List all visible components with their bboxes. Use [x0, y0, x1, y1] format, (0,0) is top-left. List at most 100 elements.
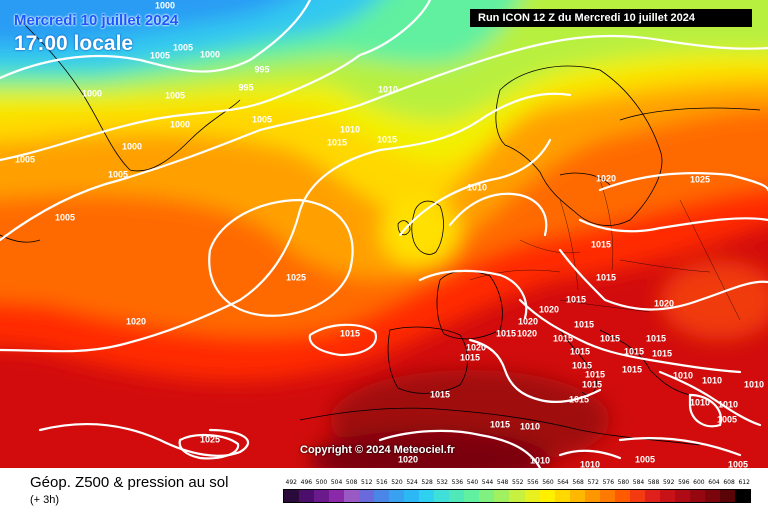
isobar-label: 995	[254, 64, 269, 74]
isobar-label: 1015	[340, 328, 360, 338]
legend-label: 540	[466, 479, 479, 486]
legend-swatch	[539, 490, 555, 502]
legend-swatch	[629, 490, 645, 502]
isobar-label: 1005	[108, 169, 128, 179]
isobar-label: 1020	[126, 316, 146, 326]
legend-swatch	[419, 490, 435, 502]
isobar-label: 1010	[520, 421, 540, 431]
map-footer: Géop. Z500 & pression au sol (+ 3h) 492 4…	[0, 468, 768, 512]
legend-label: 552	[512, 479, 524, 486]
isobar-label: 1020	[398, 454, 418, 464]
isobar-label: 1015	[430, 389, 450, 399]
isobar-label: 1015	[624, 346, 644, 356]
isobar-label: 1015	[460, 352, 480, 362]
legend-label: 560	[542, 479, 554, 486]
isobar-label: 1005	[165, 90, 185, 100]
legend-label: 528	[421, 479, 433, 486]
legend-label: 592	[662, 479, 675, 486]
legend-swatch	[464, 490, 480, 502]
legend-label: 576	[602, 479, 615, 486]
legend-swatch	[329, 490, 345, 502]
isobar-label: 1010	[378, 84, 398, 94]
isobar-label: 1010	[467, 182, 487, 192]
isobar-label: 1010	[702, 375, 722, 385]
legend-swatch	[614, 490, 630, 502]
legend-swatch	[284, 490, 300, 502]
forecast-date: Mercredi 10 juillet 2024	[14, 12, 179, 29]
legend-swatch	[344, 490, 360, 502]
legend-swatch	[599, 490, 615, 502]
legend-label: 584	[632, 479, 645, 486]
isobar-label: 1015	[569, 394, 589, 404]
legend-label: 600	[693, 479, 705, 486]
isobar-label: 1020	[518, 316, 538, 326]
legend-swatch	[509, 490, 525, 502]
isobar-label: 1005	[173, 42, 193, 52]
legend-label: 532	[436, 479, 448, 486]
isobar-label: 1015	[652, 348, 672, 358]
legend-label: 596	[678, 479, 690, 486]
isobar-label: 1020	[517, 328, 537, 338]
isobar-label: 1000	[82, 88, 102, 98]
legend-swatch	[704, 490, 720, 502]
legend-labels: 492 496 500 504 508 512 516 520 524 528 532 536 540 5…	[283, 479, 751, 489]
legend-label: 524	[406, 479, 418, 486]
isobar-label: 1020	[596, 173, 616, 183]
legend-label: 496	[300, 479, 313, 486]
isobar-label: 995	[238, 82, 253, 92]
model-run-label: Run ICON 12 Z du Mercredi 10 juillet 202…	[470, 9, 752, 27]
legend-label: 548	[496, 479, 509, 486]
isobar-label: 1025	[690, 174, 710, 184]
country-borders	[469, 179, 741, 321]
legend-swatch	[524, 490, 540, 502]
forecast-time: 17:00 locale	[14, 32, 134, 55]
isobar-label: 1015	[585, 369, 605, 379]
legend-swatch	[644, 490, 660, 502]
legend-label: 512	[361, 479, 373, 486]
legend-swatch	[554, 490, 570, 502]
legend-label: 568	[572, 479, 584, 486]
isobar-label: 1015	[327, 137, 347, 147]
isobar-label: 1015	[622, 364, 642, 374]
legend-label: 544	[481, 479, 494, 486]
isobar-label: 1015	[646, 333, 666, 343]
isobar-label: 1020	[654, 298, 674, 308]
legend-swatch	[494, 490, 510, 502]
legend-swatch	[404, 490, 420, 502]
legend-swatch	[659, 490, 675, 502]
legend-label: 612	[738, 479, 750, 486]
isobar-label: 1010	[690, 397, 710, 407]
isobar-label: 1010	[673, 370, 693, 380]
legend-label: 504	[330, 479, 343, 486]
legend-swatch	[299, 490, 315, 502]
isobar-label: 1010	[580, 459, 600, 468]
isobar-label: 1025	[200, 434, 220, 444]
isobar-label: 1005	[252, 114, 272, 124]
isobar-label: 1010	[744, 379, 764, 389]
legend-swatch	[689, 490, 705, 502]
legend-swatch	[479, 490, 495, 502]
legend-swatch	[434, 490, 450, 502]
legend-label: 492	[285, 479, 297, 486]
isobar-label: 1015	[490, 419, 510, 429]
legend-label: 516	[376, 479, 388, 486]
legend-swatch	[314, 490, 330, 502]
legend-swatch	[569, 490, 585, 502]
legend-swatch	[719, 490, 735, 502]
legend-label: 536	[451, 479, 464, 486]
legend-label: 604	[708, 479, 720, 486]
color-legend: 492 496 500 504 508 512 516 520 524 528 532 536 540 5…	[283, 479, 751, 503]
isobar-label: 1015	[572, 360, 592, 370]
legend-label: 508	[345, 479, 358, 486]
isobar-label: 1015	[582, 379, 602, 389]
isobar-label: 1005	[717, 414, 737, 424]
isobar-label: 1005	[55, 212, 75, 222]
isobar-label: 1000	[155, 0, 175, 10]
isobar-label: 1020	[539, 304, 559, 314]
legend-swatch	[449, 490, 465, 502]
isobar-label: 1005	[728, 459, 748, 468]
isobar-label: 1000	[170, 119, 190, 129]
isobar-label: 1015	[596, 272, 616, 282]
